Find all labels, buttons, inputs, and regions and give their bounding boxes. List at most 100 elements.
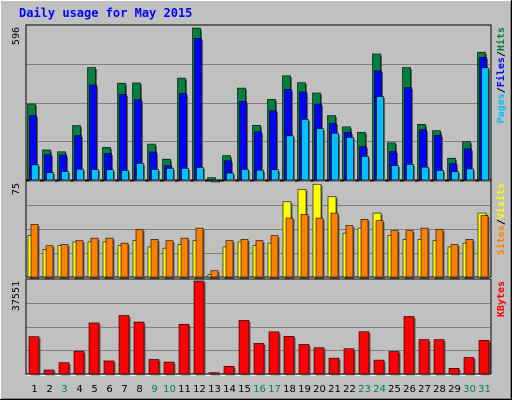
kbytes-bar: [118, 315, 130, 375]
pages-bar: [271, 169, 279, 181]
pages-bar: [331, 132, 339, 181]
kbytes-bar: [373, 359, 385, 375]
pages-bar: [106, 169, 114, 181]
day-label: 27: [418, 384, 431, 395]
kbytes-bar: [328, 357, 340, 375]
legend-entry: KBytes: [496, 281, 507, 317]
files-bar: [89, 84, 97, 181]
pages-bar: [76, 168, 84, 181]
chart-title: Daily usage for May 2015: [19, 6, 193, 20]
sites-bar: [270, 235, 279, 278]
day-label: 14: [223, 384, 236, 395]
hits-bar: [207, 177, 216, 181]
pages-bar-shadow: [213, 181, 220, 183]
kbytes-bar: [298, 344, 310, 375]
kbytes-bar: [193, 280, 205, 375]
kbytes-bar: [223, 366, 235, 375]
panel-2-legend: Sites/Visits: [495, 183, 507, 255]
legend-entry: Sites: [495, 225, 507, 255]
day-label: 7: [121, 384, 127, 395]
legend-entry: /: [496, 51, 507, 57]
day-label: 2: [46, 384, 52, 395]
day-label: 25: [388, 384, 401, 395]
sites-bar: [390, 230, 399, 278]
sites-bar: [240, 239, 249, 278]
kbytes-bar: [88, 322, 100, 375]
kbytes-bar: [463, 357, 475, 375]
pages-bar: [61, 171, 69, 181]
day-label: 8: [136, 384, 142, 395]
sites-bar: [300, 214, 309, 278]
files-bar: [179, 93, 187, 181]
kbytes-bar: [283, 335, 295, 375]
pages-bar: [226, 172, 234, 181]
day-label: 10: [163, 384, 176, 395]
legend-entry: Pages: [496, 93, 507, 123]
sites-bar: [195, 227, 204, 278]
day-label: 12: [193, 384, 206, 395]
legend-entry: /: [496, 87, 507, 93]
pages-bar: [451, 171, 459, 181]
sites-bar: [135, 229, 144, 278]
kbytes-bar: [448, 368, 460, 375]
kbytes-bar: [268, 331, 280, 375]
sites-bar: [225, 240, 234, 278]
day-label: 24: [373, 384, 386, 395]
day-label: 1: [31, 384, 37, 395]
sites-bar: [90, 237, 99, 278]
sites-bar: [420, 227, 429, 278]
pages-bar: [241, 169, 249, 181]
legend-entry: /: [496, 219, 507, 225]
day-label: 20: [313, 384, 326, 395]
pages-bar: [391, 165, 399, 181]
panel-1-ymax-label: 596: [11, 27, 22, 45]
sites-bar: [180, 237, 189, 278]
legend-entry: Visits: [495, 183, 507, 219]
pages-bar: [91, 169, 99, 181]
kbytes-bar: [148, 359, 160, 375]
day-label: 30: [463, 384, 476, 395]
day-label: 11: [178, 384, 191, 395]
pages-bar: [376, 96, 384, 181]
sites-bar: [150, 239, 159, 278]
panel-2-ymax-label: 75: [11, 183, 22, 195]
pages-bar: [121, 170, 129, 181]
sites-bar: [375, 220, 384, 278]
kbytes-bar: [73, 350, 85, 375]
sites-bar: [450, 244, 459, 278]
day-label: 16: [253, 384, 266, 395]
day-label: 21: [328, 384, 341, 395]
pages-bar: [286, 135, 294, 181]
kbytes-bar: [238, 320, 250, 375]
kbytes-bar: [388, 351, 400, 375]
sites-bar: [120, 242, 129, 278]
sites-bar: [285, 217, 294, 278]
pages-bar: [211, 179, 219, 182]
pages-bar: [481, 67, 489, 181]
sites-bar: [330, 212, 339, 278]
sites-bar: [345, 225, 354, 278]
kbytes-bar: [478, 340, 490, 375]
files-bar: [239, 101, 247, 181]
pages-bar: [301, 119, 309, 181]
legend-entry: Hits: [495, 27, 507, 51]
kbytes-bar: [103, 360, 115, 375]
kbytes-bar-shadow: [210, 374, 221, 376]
kbytes-bar: [208, 372, 220, 375]
kbytes-bar: [178, 323, 190, 375]
day-label: 19: [298, 384, 311, 395]
sites-bar: [75, 240, 84, 278]
pages-bar: [256, 169, 264, 181]
day-label: 15: [238, 384, 251, 395]
kbytes-bar: [133, 321, 145, 375]
pages-bar: [346, 137, 354, 181]
day-label: 23: [358, 384, 371, 395]
kbytes-bar: [343, 348, 355, 375]
sites-bar: [360, 219, 369, 278]
pages-bar: [421, 166, 429, 181]
kbytes-bar: [433, 339, 445, 375]
panel-3-ymax-label: 37551: [11, 281, 22, 311]
kbytes-bar: [418, 339, 430, 375]
day-label: 9: [151, 384, 157, 395]
